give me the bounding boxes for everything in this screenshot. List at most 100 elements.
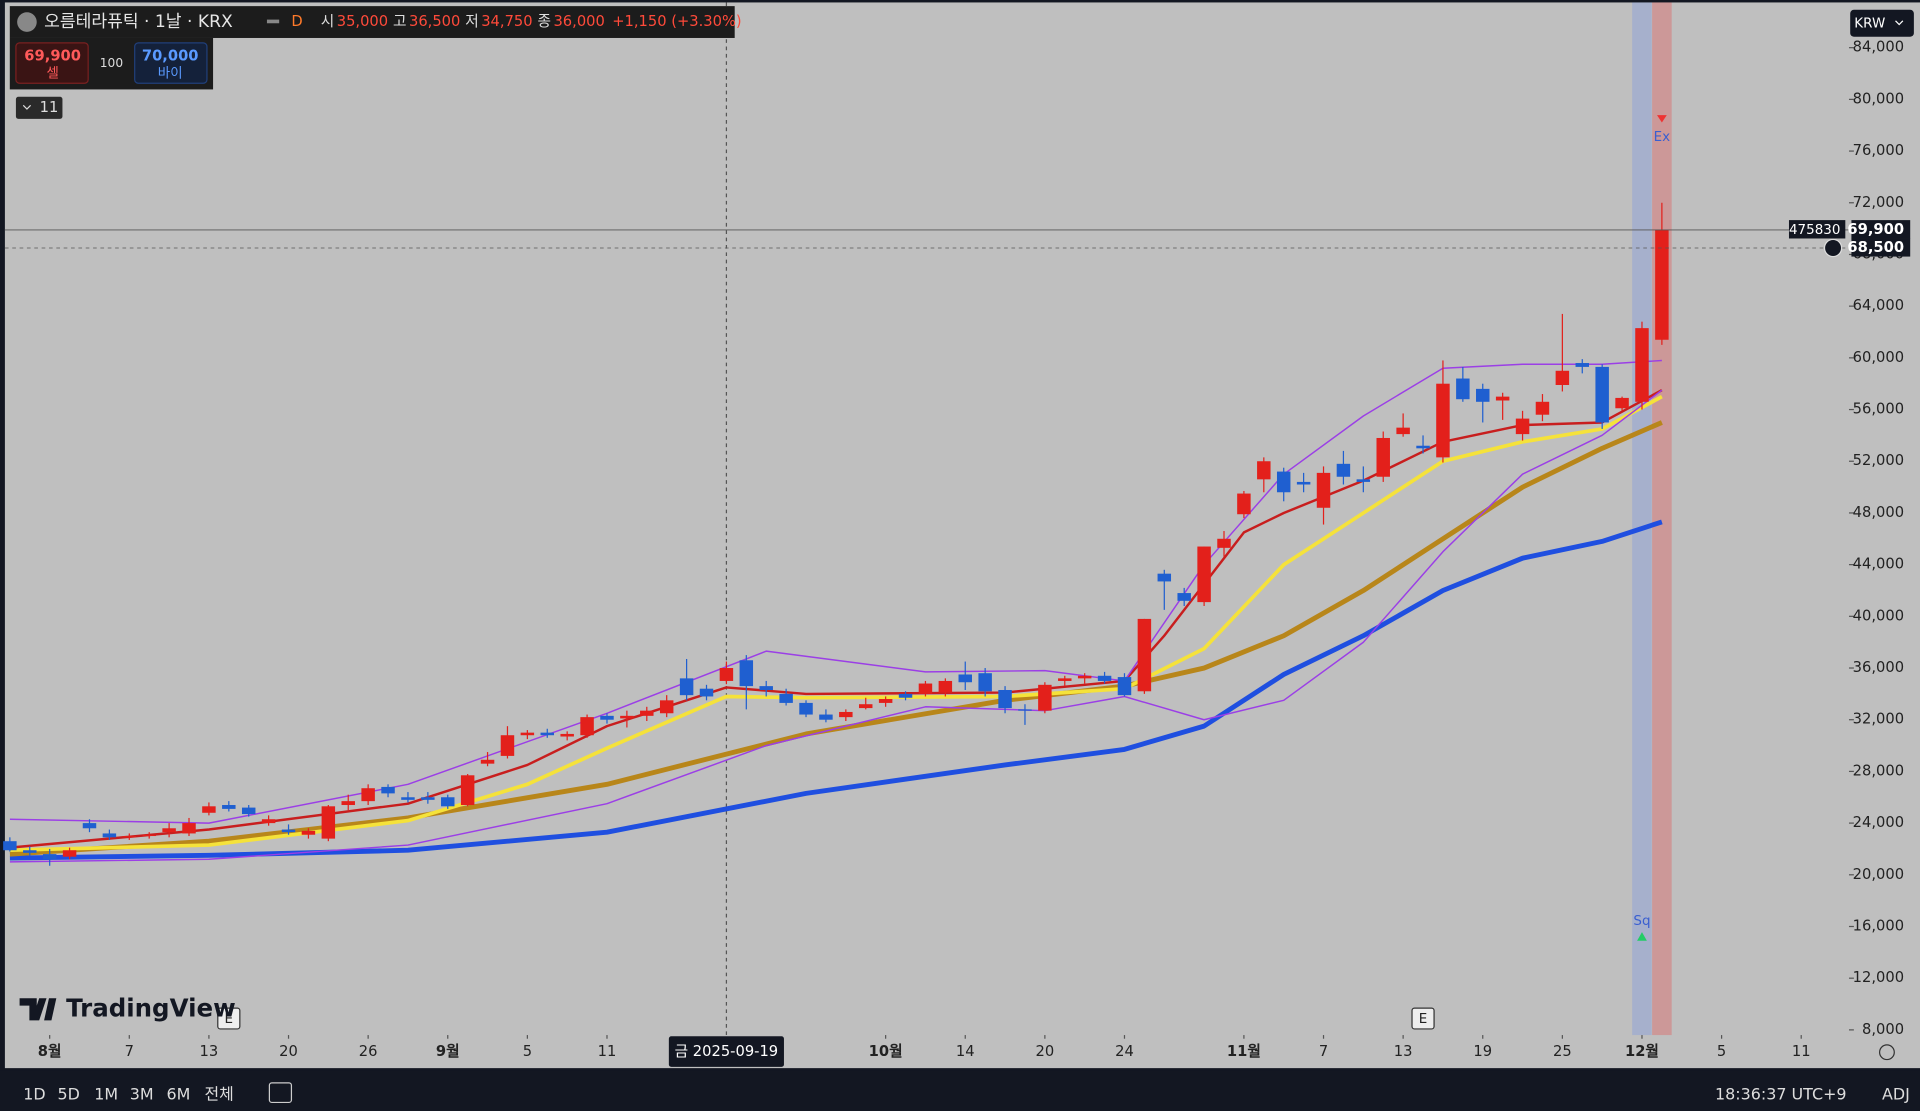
buy-button[interactable]	[134, 42, 208, 84]
candle-body	[1595, 366, 1609, 423]
candle-body	[998, 689, 1012, 709]
symbol-icon	[17, 12, 37, 32]
candle-body	[779, 693, 793, 703]
candle-body	[859, 704, 873, 709]
event-box[interactable]	[217, 1007, 241, 1030]
candle-body	[600, 715, 614, 720]
x-tick-label: 20	[1036, 1043, 1055, 1060]
candle-body	[1097, 675, 1112, 681]
candle-body	[1177, 593, 1191, 601]
bottom-bar	[0, 1070, 1920, 1111]
candle-body	[759, 686, 773, 690]
settings-icon[interactable]	[1878, 1044, 1895, 1061]
candle-body	[321, 806, 336, 839]
range-button[interactable]: 3M	[130, 1085, 154, 1104]
candle-body	[520, 732, 535, 736]
candle-body	[1535, 401, 1550, 415]
x-tick-label: 24	[1115, 1043, 1134, 1060]
range-button[interactable]: 6M	[167, 1085, 191, 1104]
candle-body	[978, 673, 992, 692]
annotation: Sq	[1633, 913, 1650, 929]
price-tag: 475830	[1789, 222, 1840, 238]
candle-body	[540, 732, 555, 736]
range-button[interactable]: 1D	[23, 1085, 45, 1104]
y-tick-label: 80,000	[1853, 90, 1904, 107]
candle-body	[182, 823, 196, 834]
candle-body	[878, 699, 893, 703]
y-tick-label: 20,000	[1853, 866, 1904, 883]
sell-price: 69,900	[24, 47, 81, 64]
x-tick-label: 11	[598, 1043, 617, 1060]
price-label: 68,500	[1847, 239, 1904, 256]
sell-label: 셀	[46, 65, 58, 81]
chart-background	[4, 2, 1920, 1069]
x-tick-label: 5	[523, 1043, 532, 1060]
price-tag-box	[1788, 220, 1846, 239]
crosshair-box	[668, 1036, 784, 1067]
x-tick-label: 14	[956, 1043, 975, 1060]
candle-body	[500, 735, 515, 756]
x-tick-label: 5	[1717, 1043, 1726, 1060]
highlight-band	[1652, 2, 1672, 1036]
candle-body	[1396, 427, 1410, 435]
signal-arrow	[1656, 115, 1667, 123]
candle-body	[1575, 363, 1590, 367]
date-range-icon[interactable]	[268, 1082, 293, 1104]
interval: D	[291, 13, 302, 30]
y-tick-label: 52,000	[1853, 452, 1904, 469]
y-tick-label: 12,000	[1853, 969, 1904, 986]
candle-body	[580, 717, 594, 736]
candle-body	[1495, 396, 1510, 401]
ohlc-key: 시	[321, 13, 335, 30]
ohlc-value: 36,000	[553, 13, 604, 30]
candle-body	[1077, 675, 1092, 679]
candle-body	[261, 819, 276, 824]
candle-body	[1157, 573, 1172, 582]
x-tick-label: 7	[125, 1043, 134, 1060]
adjust[interactable]: ADJ	[1882, 1085, 1910, 1104]
add-alert-icon[interactable]	[1823, 238, 1843, 258]
chevron	[1895, 20, 1904, 26]
candle-body	[102, 833, 117, 838]
y-tick-label: 56,000	[1853, 401, 1904, 418]
candle-body	[1316, 472, 1331, 508]
candle-body	[82, 823, 97, 829]
candle-body	[1436, 383, 1450, 458]
event-box[interactable]	[1411, 1007, 1435, 1030]
x-tick-label: 8월	[38, 1043, 62, 1060]
x-tick-label: 7	[1319, 1043, 1328, 1060]
range-button[interactable]: 1M	[94, 1085, 118, 1104]
highlight-band	[1632, 2, 1652, 1036]
indicator-toggle[interactable]	[15, 96, 63, 119]
symbol[interactable]: 오름테라퓨틱 · 1날 · KRX	[44, 12, 233, 32]
x-tick-label: 13	[200, 1043, 219, 1060]
annotation: E	[1419, 1011, 1428, 1027]
currency-button[interactable]	[1850, 9, 1914, 37]
price-label: 69,900	[1847, 221, 1904, 238]
x-tick-label: 11	[1792, 1043, 1811, 1060]
indicator-count: 11	[40, 99, 59, 116]
y-tick-label: 84,000	[1853, 39, 1904, 56]
sell-button[interactable]	[15, 42, 89, 84]
candle-body	[1635, 328, 1649, 402]
x-tick-label: 20	[279, 1043, 298, 1060]
candle-body	[819, 714, 833, 720]
candle-body	[1237, 493, 1251, 515]
candle-body	[62, 850, 77, 857]
ohlc-key: 고	[393, 13, 407, 30]
y-tick-label: 24,000	[1853, 814, 1904, 831]
candle-body	[719, 668, 734, 681]
candle-body	[3, 841, 17, 851]
candle-body	[421, 797, 435, 800]
candle-body	[23, 850, 37, 853]
candle-body	[898, 693, 913, 698]
candle-body	[1296, 481, 1311, 485]
range-button[interactable]: 5D	[58, 1085, 80, 1104]
x-tick-label: 11월	[1227, 1043, 1261, 1060]
range-button[interactable]: 전체	[204, 1085, 233, 1104]
candle-body	[958, 674, 972, 683]
y-tick-label: 8,000	[1862, 1021, 1904, 1038]
logo: TradingView	[66, 993, 236, 1022]
y-tick-label: 32,000	[1853, 711, 1904, 728]
candle-body	[679, 678, 694, 696]
